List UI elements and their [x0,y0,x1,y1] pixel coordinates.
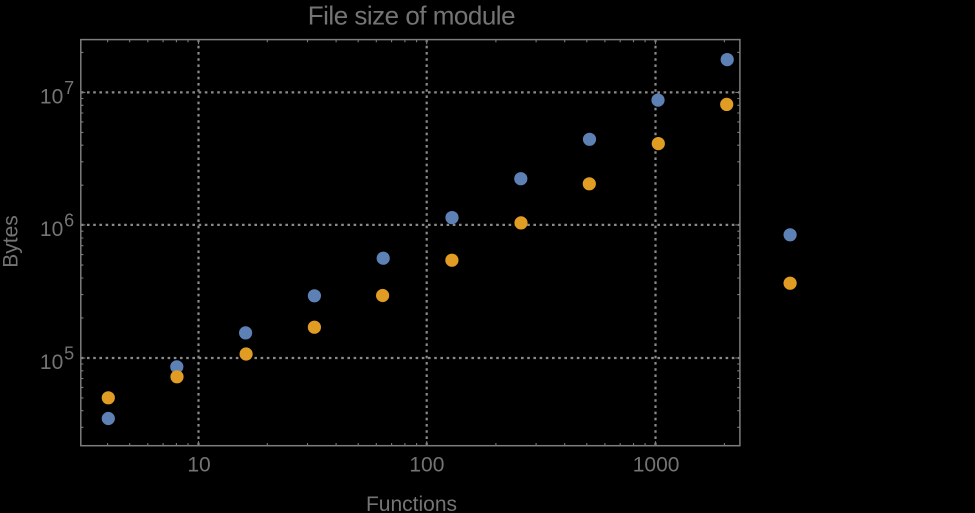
svg-text:File size of module: File size of module [308,1,515,31]
svg-text:10: 10 [187,453,210,476]
svg-text:7: 7 [64,78,74,98]
svg-text:10: 10 [40,86,63,109]
svg-text:5: 5 [64,344,74,364]
svg-text:10: 10 [40,351,63,374]
svg-text:1000: 1000 [633,453,680,476]
svg-text:Bytes: Bytes [0,215,23,268]
svg-text:6: 6 [64,211,74,231]
svg-text:10: 10 [40,218,63,241]
svg-text:100: 100 [409,453,444,476]
svg-text:Functions: Functions [366,493,457,513]
